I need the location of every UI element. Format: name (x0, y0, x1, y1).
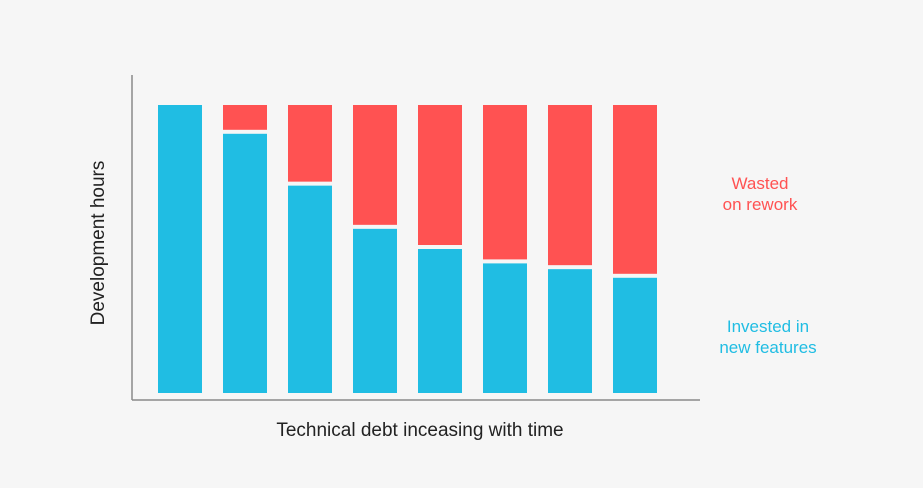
bar-segment-invested-7 (548, 269, 592, 393)
legend-entry-wasted: Wasted on rework (723, 174, 798, 214)
bar-segment-wasted-3 (288, 105, 332, 182)
bar-segment-wasted-6 (483, 105, 527, 260)
legend-entry-invested: Invested in new features (719, 317, 816, 357)
bar-segment-invested-8 (613, 277, 657, 393)
bar-segment-invested-2 (223, 133, 267, 394)
bars-group (158, 105, 657, 394)
legend: Wasted on rework Invested in new features (719, 174, 816, 357)
bar-segment-invested-1 (158, 105, 202, 393)
legend-line: on rework (723, 195, 798, 214)
bar-segment-wasted-2 (223, 105, 267, 130)
bar-segment-invested-6 (483, 263, 527, 393)
bar-segment-wasted-5 (418, 105, 462, 245)
legend-line: new features (719, 338, 816, 357)
y-axis-label: Development hours (88, 161, 109, 326)
bar-segment-wasted-8 (613, 105, 657, 274)
legend-line: Invested in (727, 317, 809, 336)
bar-segment-invested-4 (353, 228, 397, 393)
legend-line: Wasted (731, 174, 788, 193)
bar-segment-wasted-7 (548, 105, 592, 266)
bar-segment-invested-5 (418, 249, 462, 393)
x-axis-label: Technical debt inceasing with time (276, 420, 563, 441)
bar-segment-wasted-4 (353, 105, 397, 225)
bar-segment-invested-3 (288, 185, 332, 393)
